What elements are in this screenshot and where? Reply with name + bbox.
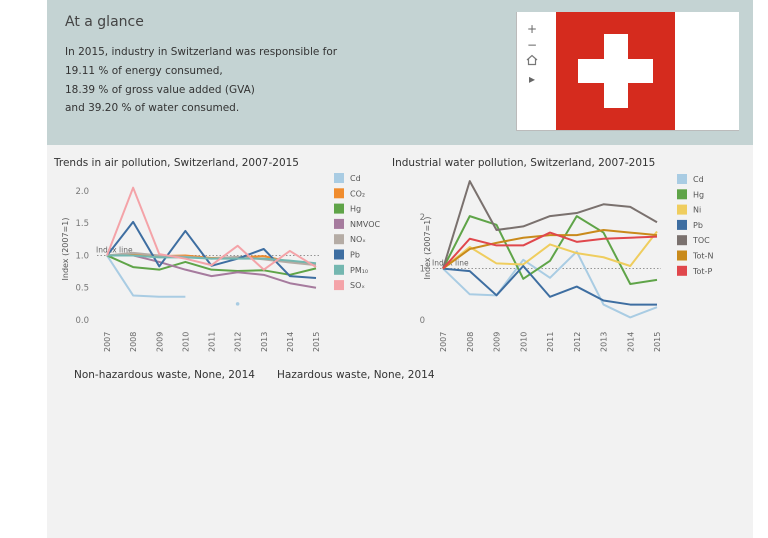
glance-line-1: In 2015, industry in Switzerland was res… [65,46,338,58]
glance-line-3: 18.39 % of gross value added (GVA) [65,84,255,96]
non-hazardous-waste-title: Non-hazardous waste, None, 2014 [74,369,255,381]
zoom-in-button[interactable]: + [526,22,538,36]
glance-line-4: and 39.20 % of water consumed. [65,102,240,114]
zoom-out-button[interactable]: − [526,38,538,52]
flag-cross-horizontal [578,59,653,83]
swiss-flag [556,12,675,130]
hazardous-waste-title: Hazardous waste, None, 2014 [277,369,435,381]
water-chart-title: Industrial water pollution, Switzerland,… [392,157,656,169]
at-a-glance-title: At a glance [65,14,144,30]
home-icon[interactable] [524,54,540,68]
glance-line-2: 19.11 % of energy consumed, [65,65,223,77]
air-chart-title: Trends in air pollution, Switzerland, 20… [54,157,299,169]
play-button[interactable]: ▸ [528,72,536,86]
